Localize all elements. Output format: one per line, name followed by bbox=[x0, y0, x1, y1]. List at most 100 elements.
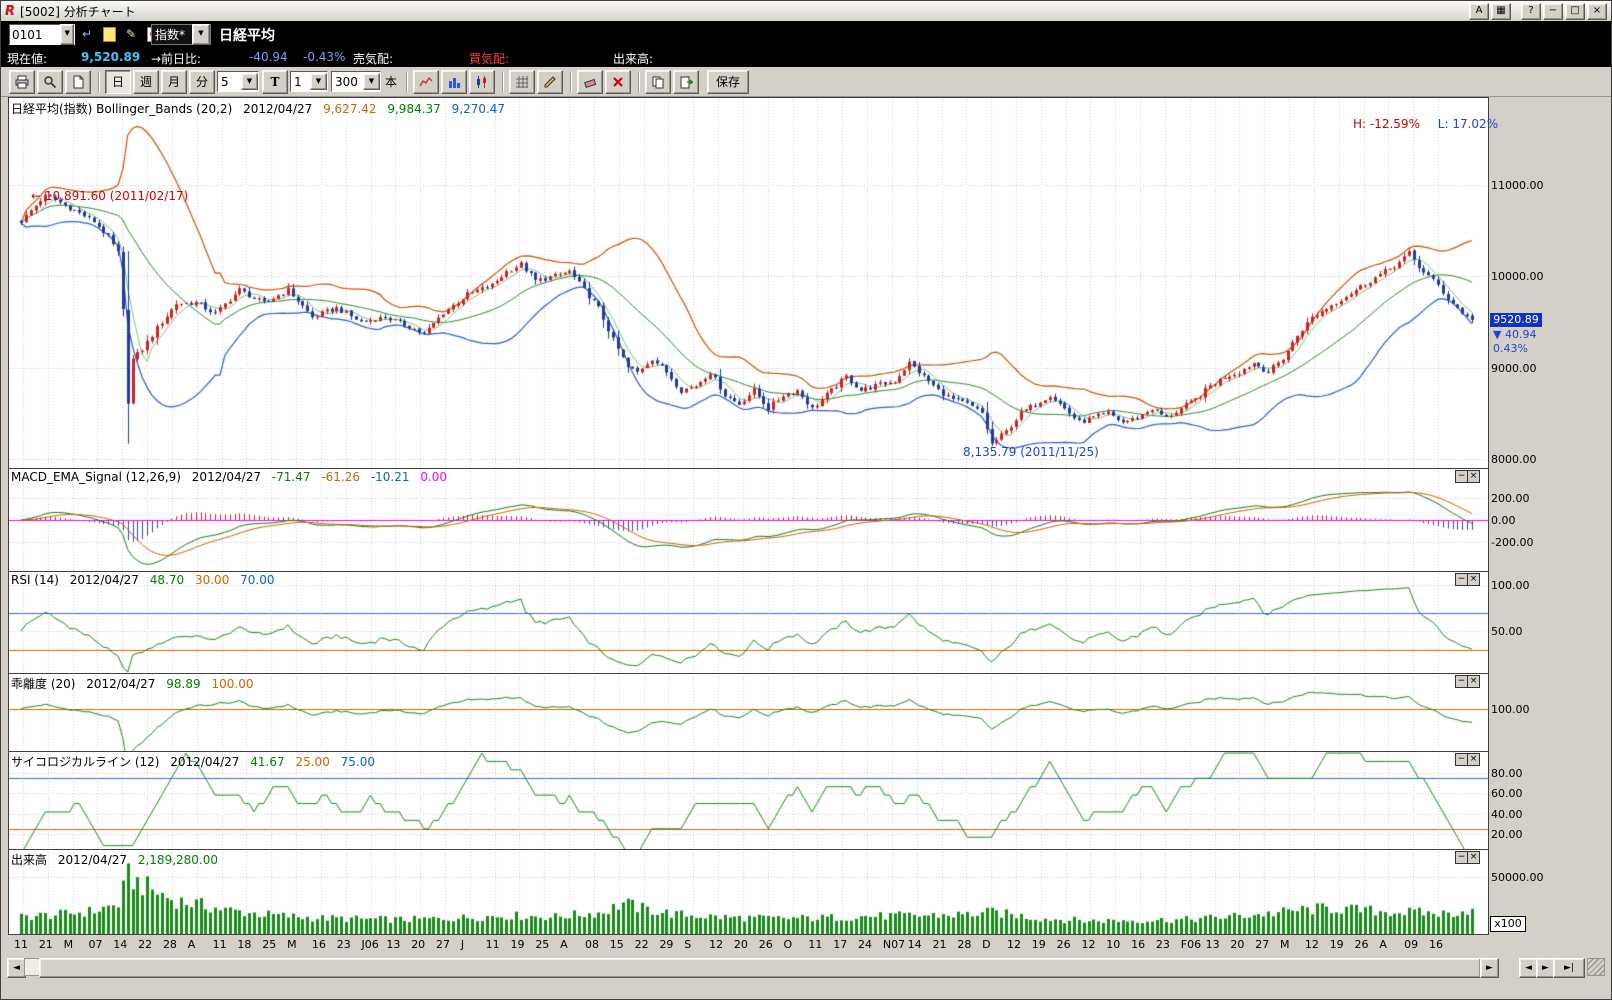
copy-glyph bbox=[652, 76, 664, 88]
zoom-icon[interactable] bbox=[37, 69, 63, 94]
code-input[interactable] bbox=[10, 27, 61, 42]
period-month-button[interactable]: 月 bbox=[161, 69, 187, 94]
line-chart-glyph bbox=[419, 76, 433, 86]
axis-label-main: 8000.00 bbox=[1491, 452, 1537, 466]
kairi-panel-chart[interactable] bbox=[9, 673, 1488, 751]
chevron-down-icon[interactable]: ▼ bbox=[60, 24, 74, 45]
eraser-icon[interactable] bbox=[577, 69, 604, 94]
volume-scale-badge: x100 bbox=[1490, 916, 1526, 932]
tick-interval-combobox[interactable]: 1 ▼ bbox=[290, 71, 328, 92]
macd-hist-value: -10.21 bbox=[370, 470, 410, 484]
x-tick-label: 23 bbox=[1155, 938, 1170, 951]
pencil-icon[interactable] bbox=[537, 69, 564, 94]
x-tick-label: 16 bbox=[1131, 938, 1146, 951]
quote-bar: 現在値: 9,520.89 →前日比: -40.94 -0.43% 売気配: 買… bbox=[1, 47, 1611, 67]
x-tick-label: 25 bbox=[535, 938, 550, 951]
print-icon[interactable] bbox=[9, 69, 35, 94]
main-price-chart[interactable] bbox=[9, 98, 1488, 468]
axis-divider bbox=[1488, 97, 1489, 935]
boll-lower-value: 9,270.47 bbox=[451, 102, 506, 116]
x-tick-label: M bbox=[287, 938, 297, 951]
maximize-button[interactable]: □ bbox=[1565, 2, 1585, 20]
export-icon[interactable] bbox=[673, 69, 700, 94]
period-week-button[interactable]: 週 bbox=[133, 69, 159, 94]
minute-interval-combobox[interactable]: 5 ▼ bbox=[217, 71, 259, 92]
index-type-combobox[interactable]: 指数* ▼ bbox=[151, 24, 211, 45]
tick-interval-value: 1 bbox=[294, 74, 302, 89]
candle-chart-icon[interactable] bbox=[469, 69, 496, 94]
resize-grip[interactable] bbox=[1587, 958, 1605, 976]
macd-panel-chart[interactable] bbox=[9, 468, 1488, 571]
copy-icon[interactable] bbox=[645, 69, 672, 94]
x-tick-label: S bbox=[684, 938, 692, 951]
rsi-upper-value: 70.00 bbox=[240, 573, 275, 587]
annotation-mode-button[interactable]: A bbox=[1469, 2, 1489, 20]
pane-close-button-volume[interactable]: × bbox=[1467, 851, 1480, 864]
chevron-down-icon[interactable]: ▼ bbox=[310, 73, 327, 90]
main-pane-header: 日経平均(指数) Bollinger_Bands (20,2) 2012/04/… bbox=[11, 100, 512, 117]
kairi-value: 98.89 bbox=[166, 677, 201, 691]
scrollbar-thumb[interactable] bbox=[39, 958, 1481, 978]
x-tick-label: 12 bbox=[1006, 938, 1021, 951]
scroll-right-icon[interactable]: ► bbox=[1480, 958, 1499, 978]
line-chart-icon[interactable] bbox=[413, 69, 440, 94]
chart-border-left bbox=[8, 97, 9, 935]
print-glyph bbox=[15, 75, 29, 88]
x-tick-label: D bbox=[982, 938, 991, 951]
jump-to-end-button[interactable]: ►| bbox=[1553, 958, 1585, 978]
kairi-date: 2012/04/27 bbox=[86, 677, 156, 691]
pane-close-button-psych[interactable]: × bbox=[1467, 753, 1480, 766]
memo-icon[interactable] bbox=[99, 24, 119, 44]
symbol-name: 日経平均 bbox=[219, 28, 275, 44]
minimize-button[interactable]: − bbox=[1543, 2, 1563, 20]
x-tick-label: 16 bbox=[311, 938, 326, 951]
change-pct-value: -0.43% bbox=[303, 50, 346, 64]
x-tick-label: J06 bbox=[361, 938, 379, 951]
x-tick-label: 27 bbox=[436, 938, 451, 951]
volume-panel-chart[interactable] bbox=[9, 849, 1488, 934]
separator bbox=[98, 71, 100, 92]
rsi-panel-chart[interactable] bbox=[9, 571, 1488, 673]
volume-label: 出来高: bbox=[613, 52, 654, 66]
tick-chart-button[interactable]: T bbox=[262, 69, 288, 94]
new-page-icon[interactable] bbox=[65, 69, 91, 94]
delete-drawing-icon[interactable] bbox=[605, 69, 632, 94]
memo-glyph bbox=[102, 26, 116, 42]
title-bar: R [5002] 分析チャート A ▦ ? − □ × bbox=[1, 1, 1611, 22]
bars-count-combobox[interactable]: 300 ▼ bbox=[331, 71, 381, 92]
rsi-lower-value: 30.00 bbox=[194, 573, 230, 587]
pane-close-button-macd[interactable]: × bbox=[1467, 470, 1480, 483]
pane-close-button-rsi[interactable]: × bbox=[1467, 573, 1480, 586]
bar-chart-icon[interactable] bbox=[441, 69, 468, 94]
spacer bbox=[1513, 3, 1519, 20]
x-tick-label: O bbox=[783, 938, 793, 951]
app-logo-icon: R bbox=[5, 3, 16, 19]
high-low-summary: H: -12.59% L: 17.02% bbox=[1353, 117, 1498, 131]
psych-panel-chart[interactable] bbox=[9, 751, 1488, 849]
back-icon[interactable]: ↵ bbox=[81, 27, 93, 41]
chevron-down-icon[interactable]: ▼ bbox=[192, 24, 210, 45]
chevron-down-icon[interactable]: ▼ bbox=[241, 73, 258, 90]
psych-title: サイコロジカルライン (12) bbox=[11, 755, 160, 769]
period-minute-button[interactable]: 分 bbox=[189, 69, 215, 94]
edit-icon[interactable]: ✎ bbox=[125, 27, 137, 41]
kairi-title: 乖離度 (20) bbox=[11, 677, 76, 691]
close-button[interactable]: × bbox=[1587, 2, 1607, 20]
pane-close-button-kairi[interactable]: × bbox=[1467, 675, 1480, 688]
code-combobox[interactable]: ▼ bbox=[9, 24, 75, 45]
x-tick-label: 16 bbox=[1429, 938, 1443, 951]
current-pct-marker: 0.43% bbox=[1493, 341, 1528, 355]
grid-icon[interactable] bbox=[509, 69, 536, 94]
axis-label-psych: 60.00 bbox=[1491, 787, 1523, 801]
chevron-down-icon[interactable]: ▼ bbox=[363, 73, 380, 90]
x-tick-label: N07 bbox=[882, 938, 906, 951]
help-button[interactable]: ? bbox=[1521, 2, 1541, 20]
main-pane-title: 日経平均(指数) Bollinger_Bands (20,2) bbox=[11, 102, 233, 116]
zoom-glyph bbox=[44, 75, 57, 88]
save-button[interactable]: 保存 bbox=[707, 69, 750, 94]
x-tick-label: A bbox=[1379, 938, 1387, 951]
x-tick-label: 08 bbox=[584, 938, 599, 951]
layout-icon[interactable]: ▦ bbox=[1491, 2, 1511, 20]
period-day-button[interactable]: 日 bbox=[105, 69, 131, 94]
